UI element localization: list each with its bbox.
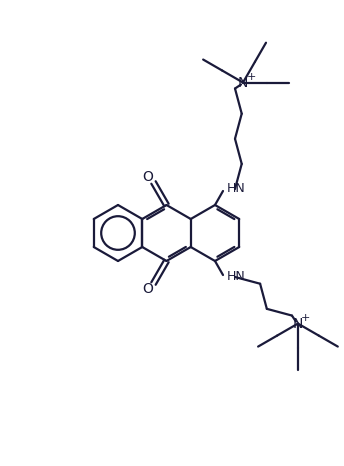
Text: O: O: [142, 171, 153, 185]
Text: +: +: [301, 313, 311, 322]
Text: N: N: [238, 75, 248, 89]
Text: O: O: [142, 281, 153, 295]
Text: +: +: [246, 72, 256, 82]
Text: HN: HN: [227, 270, 246, 283]
Text: N: N: [293, 316, 303, 330]
Text: HN: HN: [227, 183, 246, 196]
